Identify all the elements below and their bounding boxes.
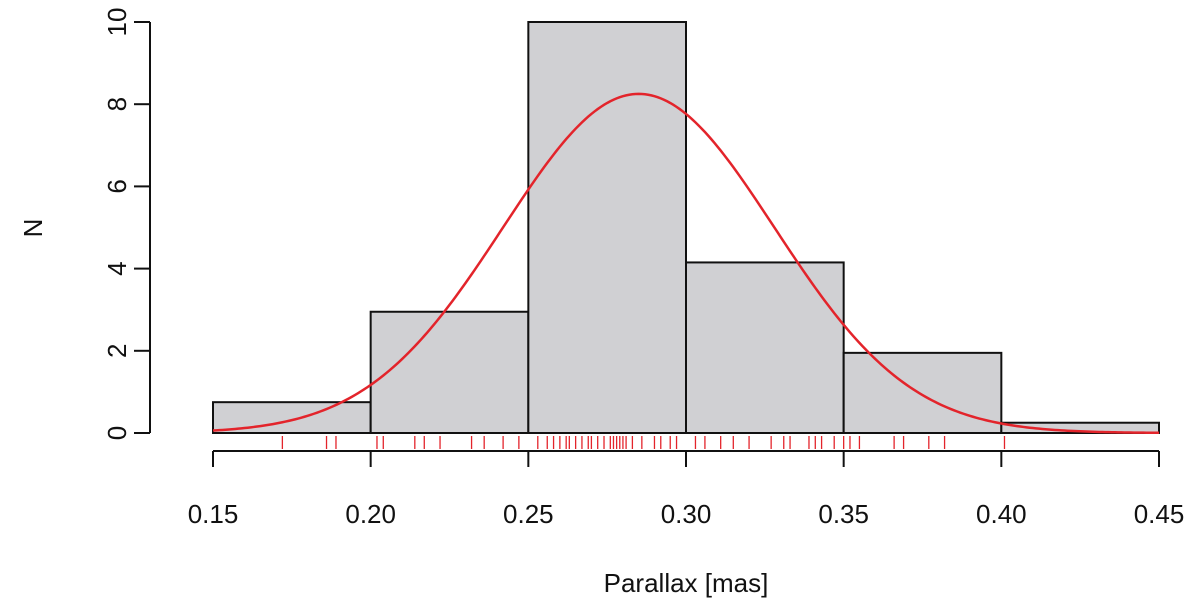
x-tick-label-5: 0.40 <box>976 499 1027 529</box>
histogram-bar-1 <box>369 310 530 435</box>
x-axis-label: Parallax [mas] <box>604 568 769 598</box>
x-axis: 0.15 0.20 0.25 0.30 0.35 0.40 0.45 <box>188 450 1185 529</box>
y-axis: 0 2 4 6 8 10 <box>102 8 151 440</box>
x-tick-label-0: 0.15 <box>188 499 239 529</box>
histogram-bar-5 <box>1000 421 1160 435</box>
histogram-bar-4 <box>842 351 1003 435</box>
rug-marks <box>281 436 1006 449</box>
y-tick-label-5: 10 <box>102 8 132 37</box>
x-tick-label-3: 0.30 <box>661 499 712 529</box>
histogram-bar-3 <box>685 261 845 434</box>
histogram-bars <box>212 21 1160 435</box>
x-tick-label-6: 0.45 <box>1134 499 1185 529</box>
y-tick-label-0: 0 <box>102 426 132 440</box>
y-tick-label-4: 8 <box>102 97 132 111</box>
x-tick-label-2: 0.25 <box>503 499 554 529</box>
x-tick-label-4: 0.35 <box>818 499 869 529</box>
y-tick-label-1: 2 <box>102 344 132 358</box>
y-axis-label: N <box>18 219 48 238</box>
y-tick-label-2: 4 <box>102 261 132 275</box>
histogram-bar-2 <box>527 21 687 434</box>
gaussian-fit-curve <box>212 92 1160 435</box>
x-tick-label-1: 0.20 <box>345 499 396 529</box>
y-tick-label-3: 6 <box>102 179 132 193</box>
